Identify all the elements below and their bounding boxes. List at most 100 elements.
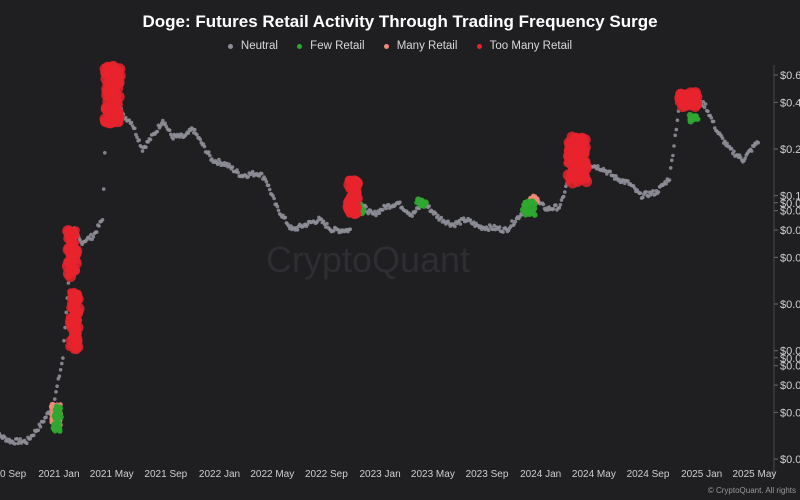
- neutral-point: [146, 140, 150, 144]
- neutral-point: [28, 437, 32, 441]
- y-tick-label: $0.0: [780, 252, 800, 264]
- few-retail-point: [57, 428, 63, 434]
- legend-item-many-retail[interactable]: Many Retail: [383, 40, 457, 52]
- neutral-point: [703, 102, 708, 106]
- neutral-point: [641, 195, 645, 200]
- neutral-point: [439, 215, 444, 220]
- neutral-point: [749, 149, 754, 153]
- neutral-point: [275, 204, 280, 209]
- x-tick-label: 2024 Jan: [520, 469, 561, 480]
- neutral-point: [557, 206, 562, 210]
- neutral-point: [756, 140, 760, 145]
- neutral-point: [207, 150, 211, 154]
- few-retail-point: [51, 422, 58, 429]
- neutral-point: [321, 219, 326, 223]
- neutral-point: [711, 119, 716, 124]
- neutral-point: [63, 325, 67, 330]
- neutral-point: [36, 428, 40, 433]
- neutral-point: [169, 132, 173, 137]
- x-tick-label: 0 Sep: [0, 469, 27, 480]
- neutral-point: [551, 207, 556, 211]
- neutral-point: [259, 171, 264, 176]
- too-many-retail-point: [110, 64, 117, 71]
- neutral-point: [427, 204, 431, 208]
- x-tick-label: 2021 Sep: [144, 469, 187, 480]
- neutral-point: [133, 126, 137, 131]
- too-many-retail-point: [68, 243, 79, 254]
- neutral-point: [25, 441, 29, 446]
- neutral-point: [264, 179, 269, 184]
- legend-swatch-many-retail: [383, 43, 389, 49]
- legend-item-too-many-retail[interactable]: Too Many Retail: [476, 40, 573, 52]
- neutral-point: [210, 157, 214, 161]
- too-many-retail-point: [114, 112, 125, 123]
- neutral-point: [706, 109, 710, 114]
- neutral-point: [513, 219, 518, 224]
- neutral-point: [230, 165, 235, 169]
- neutral-point: [410, 214, 415, 218]
- neutral-point: [501, 230, 505, 234]
- legend-swatch-few-retail: [297, 43, 303, 49]
- too-many-retail-point: [66, 261, 74, 269]
- legend-label-too-many-retail: Too Many Retail: [489, 40, 573, 52]
- y-axis-ticks: $0.6$0.4$0.2$0.1$0.0$0.0$0.0$0.0$0.0$0.0…: [774, 70, 800, 466]
- neutral-point: [325, 221, 329, 226]
- too-many-retail-point: [67, 289, 79, 301]
- x-tick-label: 2023 May: [411, 469, 455, 480]
- neutral-point: [66, 281, 71, 285]
- few-retail-point: [521, 201, 528, 209]
- legend-item-few-retail[interactable]: Few Retail: [297, 40, 365, 52]
- neutral-point: [42, 419, 46, 424]
- x-tick-label: 2022 Jan: [199, 469, 240, 480]
- neutral-point: [510, 219, 514, 223]
- neutral-point: [667, 178, 672, 182]
- neutral-point: [458, 222, 463, 226]
- too-many-retail-point: [577, 169, 589, 181]
- many-retail-point: [533, 194, 538, 198]
- legend-label-neutral: Neutral: [240, 40, 278, 52]
- y-tick-label: $0.0: [780, 361, 800, 373]
- few-retail-point: [51, 412, 58, 419]
- neutral-point: [702, 105, 707, 110]
- few-retail-point: [532, 209, 536, 213]
- neutral-point: [377, 211, 382, 215]
- y-tick-label: $0.2: [780, 144, 800, 156]
- few-retail-point: [523, 207, 529, 213]
- neutral-point: [167, 128, 172, 132]
- few-retail-point: [56, 420, 62, 426]
- neutral-point: [186, 131, 191, 135]
- y-tick-label: $0.0: [780, 353, 800, 365]
- neutral-point: [638, 191, 643, 195]
- neutral-point: [55, 384, 59, 389]
- few-retail-point: [417, 201, 425, 209]
- neutral-point: [38, 425, 43, 429]
- highlight-clusters: [48, 60, 703, 434]
- neutral-point: [675, 118, 680, 122]
- y-tick-label: $0.0: [780, 407, 800, 419]
- neutral-point: [127, 118, 131, 122]
- neutral-point: [384, 206, 389, 211]
- neutral-point: [266, 183, 271, 188]
- too-many-retail-point: [349, 207, 361, 219]
- neutral-point: [413, 209, 418, 214]
- too-many-retail-point: [576, 132, 588, 145]
- too-many-retail-point: [72, 331, 82, 340]
- neutral-point: [366, 211, 371, 216]
- neutral-point: [674, 127, 679, 132]
- neutral-point: [468, 218, 473, 222]
- neutral-point: [62, 338, 66, 343]
- neutral-point: [732, 149, 736, 154]
- x-tick-label: 2021 May: [90, 469, 134, 480]
- legend-item-neutral[interactable]: Neutral: [227, 40, 278, 52]
- too-many-retail-point: [679, 100, 686, 108]
- too-many-retail-point: [565, 174, 575, 184]
- few-retail-point: [531, 212, 538, 218]
- neutral-point: [295, 228, 300, 232]
- y-tick-label: $0.1: [780, 191, 800, 203]
- too-many-retail-point: [101, 116, 112, 127]
- neutral-point: [671, 153, 675, 158]
- neutral-point: [561, 194, 566, 199]
- neutral-point: [94, 230, 99, 234]
- neutral-point: [97, 224, 101, 228]
- neutral-point: [91, 234, 96, 239]
